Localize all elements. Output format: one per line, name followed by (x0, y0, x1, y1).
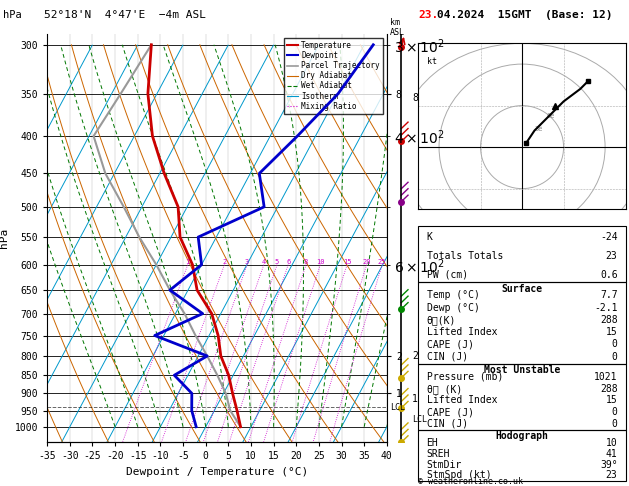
Text: 10: 10 (606, 438, 618, 448)
Text: 2: 2 (222, 259, 226, 265)
Text: 0: 0 (611, 407, 618, 417)
Text: 8: 8 (412, 93, 418, 104)
Text: 1: 1 (186, 259, 190, 265)
Text: Surface: Surface (501, 284, 543, 294)
Text: θᴄ(K): θᴄ(K) (426, 315, 456, 325)
Text: 23: 23 (606, 470, 618, 481)
Text: Pressure (mb): Pressure (mb) (426, 372, 503, 382)
Text: 7.7: 7.7 (600, 290, 618, 300)
Y-axis label: hPa: hPa (0, 228, 9, 248)
Text: 41: 41 (606, 449, 618, 459)
Text: Most Unstable: Most Unstable (484, 365, 560, 375)
Text: 8: 8 (304, 259, 308, 265)
Text: EH: EH (426, 438, 438, 448)
Text: 10: 10 (316, 259, 325, 265)
Text: 52°18'N  4°47'E  −4m ASL: 52°18'N 4°47'E −4m ASL (44, 11, 206, 20)
Text: 0: 0 (611, 419, 618, 429)
Text: LCL: LCL (412, 415, 427, 424)
X-axis label: Dewpoint / Temperature (°C): Dewpoint / Temperature (°C) (126, 467, 308, 477)
Text: PW (cm): PW (cm) (426, 270, 468, 279)
Text: 20: 20 (362, 259, 371, 265)
Text: Lifted Index: Lifted Index (426, 327, 497, 337)
Text: 3ê: 3ê (535, 125, 543, 132)
Text: -24: -24 (600, 232, 618, 243)
Text: 6ê: 6ê (547, 113, 555, 119)
Text: 0.6: 0.6 (600, 270, 618, 279)
Text: StmDir: StmDir (426, 460, 462, 469)
Text: © weatheronline.co.uk: © weatheronline.co.uk (418, 477, 523, 486)
Text: StmSpd (kt): StmSpd (kt) (426, 470, 491, 481)
Text: 288: 288 (600, 315, 618, 325)
Text: Hodograph: Hodograph (496, 432, 548, 441)
Text: 15: 15 (606, 396, 618, 405)
Text: LCL: LCL (390, 402, 405, 412)
Text: 15: 15 (606, 327, 618, 337)
Text: Lifted Index: Lifted Index (426, 396, 497, 405)
Bar (418, 282, 626, 364)
Text: 23: 23 (606, 251, 618, 261)
Text: 2: 2 (412, 351, 418, 361)
Text: 15: 15 (343, 259, 352, 265)
Text: SREH: SREH (426, 449, 450, 459)
Text: θᴄ (K): θᴄ (K) (426, 383, 462, 394)
Text: 5: 5 (275, 259, 279, 265)
Text: 1: 1 (412, 394, 418, 404)
Text: hPa: hPa (3, 11, 22, 20)
Text: CAPE (J): CAPE (J) (426, 339, 474, 349)
Bar (418, 364, 626, 430)
Text: 288: 288 (600, 383, 618, 394)
Text: CAPE (J): CAPE (J) (426, 407, 474, 417)
Text: kt: kt (426, 57, 437, 66)
Bar (418, 430, 626, 481)
Text: 04.2024  15GMT  (Base: 12): 04.2024 15GMT (Base: 12) (437, 11, 613, 20)
Text: 6: 6 (286, 259, 291, 265)
Text: 4: 4 (262, 259, 266, 265)
Text: 23.: 23. (418, 11, 438, 20)
Text: 3: 3 (245, 259, 249, 265)
Legend: Temperature, Dewpoint, Parcel Trajectory, Dry Adiabat, Wet Adiabat, Isotherm, Mi: Temperature, Dewpoint, Parcel Trajectory… (284, 38, 383, 114)
Text: Dewp (°C): Dewp (°C) (426, 302, 479, 312)
Text: Totals Totals: Totals Totals (426, 251, 503, 261)
Text: K: K (426, 232, 433, 243)
Text: km
ASL: km ASL (390, 18, 405, 37)
Text: 0: 0 (611, 339, 618, 349)
Text: -2.1: -2.1 (594, 302, 618, 312)
Text: 25: 25 (378, 259, 386, 265)
Text: CIN (J): CIN (J) (426, 351, 468, 362)
Text: Temp (°C): Temp (°C) (426, 290, 479, 300)
Text: 39°: 39° (600, 460, 618, 469)
Text: 1021: 1021 (594, 372, 618, 382)
Text: CIN (J): CIN (J) (426, 419, 468, 429)
Bar (418, 226, 626, 282)
Text: 0: 0 (611, 351, 618, 362)
